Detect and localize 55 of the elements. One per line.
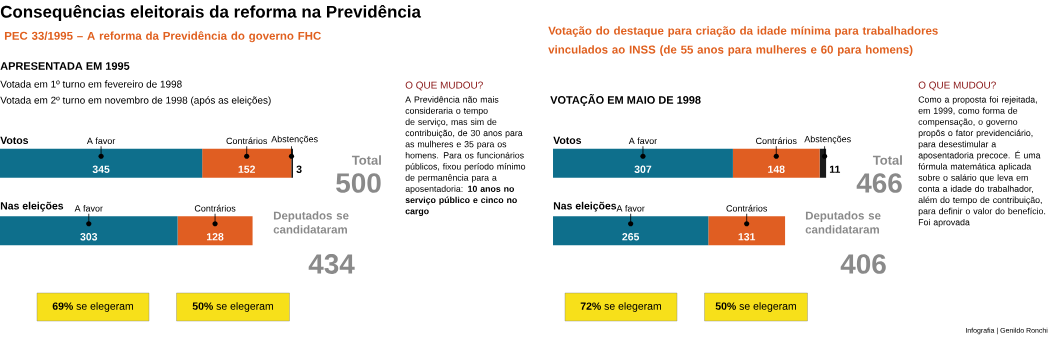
chart-subtitle: Votação do destaque para criação da idade mínima para trabalhadores vinculados ao INSS (de 55 anos para mulheres e 60 para homens)	[548, 26, 938, 56]
y-tick-label: Votos	[553, 136, 582, 145]
bar	[0, 148, 203, 178]
text: Contrários	[756, 137, 797, 145]
text: Votada em 2º turno em novembro de 1998 (após as eleições)	[0, 96, 271, 106]
text: Total	[872, 155, 902, 165]
y-tick-label: Nas eleições	[553, 201, 617, 212]
text: 50% se elegeram	[192, 302, 273, 312]
bar	[553, 216, 709, 246]
bar	[177, 216, 253, 246]
text: Como a proposta foi rejeitada, em 1999, como forma de compensação, o governo propôs o fator previdenciário, para desestimular a aposentadoria precoce. É uma fórmula matemática aplicada sobre o salário que leva em conta a idade do trabalhador, além do tempo de contribuição, para definir o valor do benefício. Foi aprovada	[918, 96, 1046, 228]
text: Total	[351, 155, 381, 165]
text: VOTAÇÃO EM MAIO DE 1998	[550, 93, 701, 107]
text: A Previdência não mais consideraria o tempo de serviço, mas sim de contribuição, de 30 anos para as mulheres e 35 para os homens. Para os funcionários públicos, fixou período mínimo de permanência para a aposentadoria: 10 anos no serviço público e cinco no cargo	[405, 96, 526, 217]
data-label: 3	[296, 165, 302, 173]
y-tick-label: Votos	[0, 136, 29, 145]
bar	[0, 216, 178, 246]
text: O QUE MUDOU?	[405, 81, 483, 91]
data-label: 11	[829, 165, 841, 173]
series-label: Abstenções	[271, 135, 318, 145]
text: Contrários	[226, 137, 268, 145]
text: 50% se elegeram	[715, 302, 796, 312]
data-label: 265	[622, 233, 640, 241]
text: 434	[308, 254, 355, 274]
bar	[708, 216, 786, 246]
data-label: 307	[634, 165, 652, 173]
series-label: A favor	[616, 204, 645, 212]
text: APRESENTADA EM 1995	[0, 62, 130, 70]
text: 72% se elegeram	[580, 302, 661, 312]
chart-subtitle: PEC 33/1995 – A reforma da Previdência do governo FHC	[4, 31, 321, 43]
data-label: 131	[738, 233, 756, 241]
annotation: Deputados se candidataram	[805, 211, 881, 234]
text: 406	[840, 254, 886, 274]
text: 500	[336, 173, 381, 193]
text: 69% se elegeram	[52, 302, 133, 312]
bar	[732, 148, 820, 178]
text: O QUE MUDOU?	[918, 81, 996, 91]
bar	[553, 148, 733, 178]
series-label: Contrários	[726, 204, 768, 212]
data-label: 303	[80, 233, 98, 241]
text: A favor	[628, 137, 658, 145]
y-tick-label: Nas eleições	[0, 201, 64, 212]
text: Votada em 1º turno em fevereiro de 1998	[0, 80, 182, 88]
data-label: 148	[768, 165, 785, 173]
annotation: Deputados se candidataram	[273, 211, 349, 234]
series-label: Contrários	[194, 204, 236, 212]
series-label: Abstenções	[804, 135, 851, 145]
bar	[202, 148, 292, 178]
text: 466	[856, 173, 902, 193]
data-label: 345	[92, 165, 110, 173]
data-label: 152	[238, 165, 256, 173]
text: A favor	[86, 137, 116, 145]
chart-title: Consequências eleitorais da reforma na Previdência	[0, 4, 422, 22]
series-label: A favor	[74, 204, 103, 212]
data-label: 128	[207, 233, 224, 241]
